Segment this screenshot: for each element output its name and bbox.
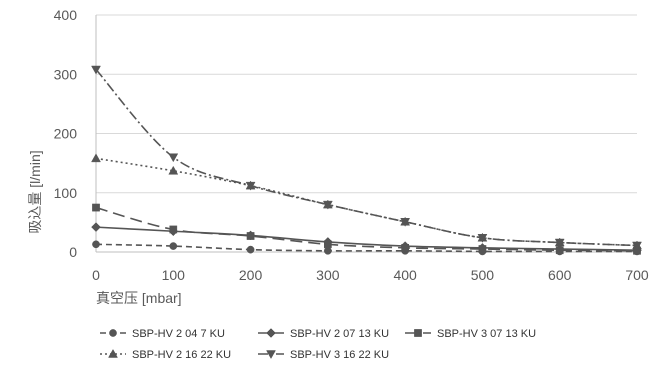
data-point	[91, 222, 101, 232]
data-point	[169, 242, 178, 250]
x-tick-label: 700	[625, 267, 649, 283]
data-point	[324, 240, 332, 249]
series-3	[92, 203, 641, 255]
y-tick-label: 300	[54, 66, 78, 82]
legend-item: SBP-HV 2 16 22 KU	[100, 348, 231, 361]
legend-label: SBP-HV 2 04 7 KU	[132, 328, 225, 340]
x-tick-label: 200	[239, 267, 263, 283]
y-axis-ticks: 0 100 200 300 400	[54, 7, 78, 260]
x-axis-label: 真空压 [mbar]	[96, 290, 182, 306]
legend-marker	[414, 329, 422, 337]
data-point	[168, 165, 179, 175]
legend-label: SBP-HV 3 07 13 KU	[437, 328, 536, 340]
series-layer	[91, 65, 642, 256]
data-point	[91, 153, 101, 163]
data-point	[92, 240, 100, 249]
legend-item: SBP-HV 3 16 22 KU	[258, 349, 389, 361]
y-tick-label: 100	[54, 185, 78, 201]
legend-marker	[266, 328, 276, 338]
series-5	[91, 65, 642, 251]
legend-marker	[108, 348, 118, 358]
series-line	[95, 68, 638, 247]
data-point	[246, 245, 255, 254]
series-line	[95, 226, 638, 252]
legend-marker	[109, 329, 117, 337]
grid	[95, 14, 637, 253]
data-point	[324, 246, 332, 255]
data-point	[401, 244, 409, 252]
x-tick-label: 500	[471, 267, 495, 283]
data-point	[246, 232, 255, 240]
data-point	[91, 65, 101, 75]
x-tick-label: 600	[548, 267, 572, 283]
data-point	[478, 245, 487, 253]
data-point	[245, 181, 256, 191]
data-point	[400, 218, 411, 227]
series-line	[95, 206, 638, 252]
x-tick-label: 400	[393, 267, 417, 283]
legend-item: SBP-HV 2 07 13 KU	[258, 328, 389, 340]
y-tick-label: 0	[69, 244, 77, 260]
legend-label: SBP-HV 3 16 22 KU	[290, 349, 389, 361]
legend: SBP-HV 2 04 7 KU SBP-HV 2 07 13 KU SBP-HV …	[100, 328, 536, 361]
legend-item: SBP-HV 3 07 13 KU	[405, 328, 536, 340]
legend-marker	[266, 350, 276, 360]
y-tick-label: 200	[54, 126, 78, 142]
data-point	[322, 200, 333, 210]
data-point	[632, 241, 642, 251]
legend-item: SBP-HV 2 04 7 KU	[100, 328, 225, 340]
data-point	[168, 153, 179, 163]
legend-label: SBP-HV 2 07 13 KU	[290, 328, 389, 340]
series-line	[95, 243, 637, 253]
data-point	[555, 246, 564, 255]
data-point	[169, 225, 178, 234]
data-point	[92, 203, 100, 212]
data-point	[554, 238, 565, 248]
legend-label: SBP-HV 2 16 22 KU	[132, 349, 231, 361]
x-axis-ticks: 0 100 200 300 400 500 600 700	[92, 267, 649, 283]
y-tick-label: 400	[54, 7, 78, 23]
data-point	[477, 234, 488, 243]
series-line	[95, 157, 638, 247]
y-axis-label: 吸込量 [l/min]	[27, 150, 43, 233]
x-tick-label: 0	[92, 267, 100, 283]
x-tick-label: 100	[162, 267, 186, 283]
x-tick-label: 300	[316, 267, 340, 283]
